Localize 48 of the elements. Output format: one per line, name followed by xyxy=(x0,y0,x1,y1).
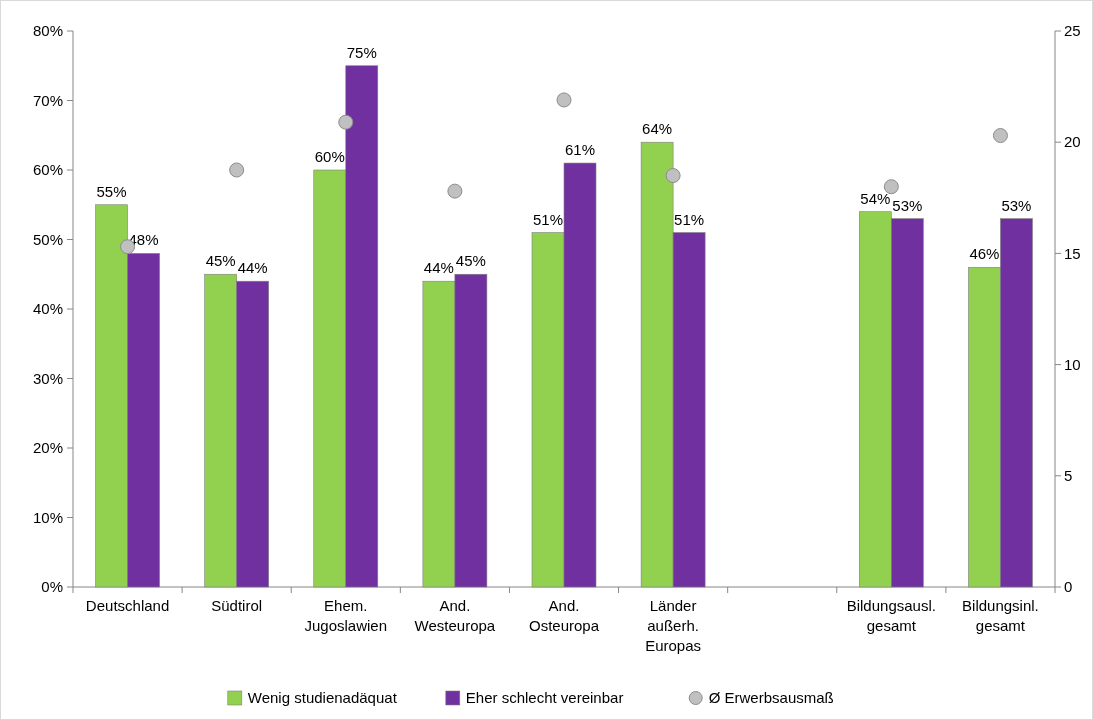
x-tick-label: Länder außerh. Europas xyxy=(645,597,702,654)
data-label: 45% xyxy=(455,252,486,270)
data-label: 46% xyxy=(969,245,1000,263)
point xyxy=(229,162,245,178)
y-tick-label: 20% xyxy=(32,439,63,457)
data-label: 55% xyxy=(96,182,127,200)
x-tick-label: Deutschland xyxy=(85,597,170,614)
x-tick-label: And. Westeuropa xyxy=(414,597,496,634)
y2-tick-label: 5 xyxy=(1064,467,1073,485)
y2-tick-label: 10 xyxy=(1064,355,1081,373)
y-tick-label: 0% xyxy=(41,578,63,596)
point xyxy=(556,92,572,108)
y-tick-label: 60% xyxy=(32,161,63,179)
y-tick-label: 30% xyxy=(32,369,63,387)
point xyxy=(883,179,899,195)
x-tick-label: Südtirol xyxy=(211,597,263,614)
legend-label: Eher schlecht vereinbar xyxy=(465,689,624,707)
data-label: 64% xyxy=(642,120,673,138)
data-label: 51% xyxy=(674,210,705,228)
x-tick-label: Ehem. Jugoslawien xyxy=(304,597,388,634)
x-tick-label: And. Osteuropa xyxy=(528,597,600,634)
point xyxy=(992,128,1008,144)
y2-tick-label: 0 xyxy=(1064,578,1073,596)
data-label: 54% xyxy=(860,189,891,207)
y2-tick-label: 25 xyxy=(1064,22,1081,40)
y-tick-label: 50% xyxy=(32,230,63,248)
data-label: 45% xyxy=(205,252,236,270)
y-tick-label: 70% xyxy=(32,91,63,109)
x-tick-label: Bildungsinl. gesamt xyxy=(962,597,1039,634)
x-tick-label: Bildungsausl. gesamt xyxy=(846,597,936,634)
data-label: 53% xyxy=(1001,196,1032,214)
legend-label: Ø Erwerbsausmaß xyxy=(708,689,834,707)
y-tick-label: 40% xyxy=(32,300,63,318)
data-label: 51% xyxy=(532,210,564,228)
point xyxy=(338,114,354,130)
point xyxy=(447,183,463,199)
data-label: 75% xyxy=(346,43,377,61)
data-label: 44% xyxy=(237,259,268,277)
y-tick-label: 80% xyxy=(32,22,63,40)
data-label: 53% xyxy=(892,196,923,214)
y2-tick-label: 20 xyxy=(1064,133,1081,151)
data-label: 60% xyxy=(314,148,345,165)
point xyxy=(665,168,681,184)
data-label: 44% xyxy=(423,259,454,277)
data-label: 61% xyxy=(564,141,596,159)
legend-label: Wenig studienadäquat xyxy=(247,689,398,707)
y-tick-label: 10% xyxy=(32,508,63,526)
y2-tick-label: 15 xyxy=(1064,244,1081,262)
